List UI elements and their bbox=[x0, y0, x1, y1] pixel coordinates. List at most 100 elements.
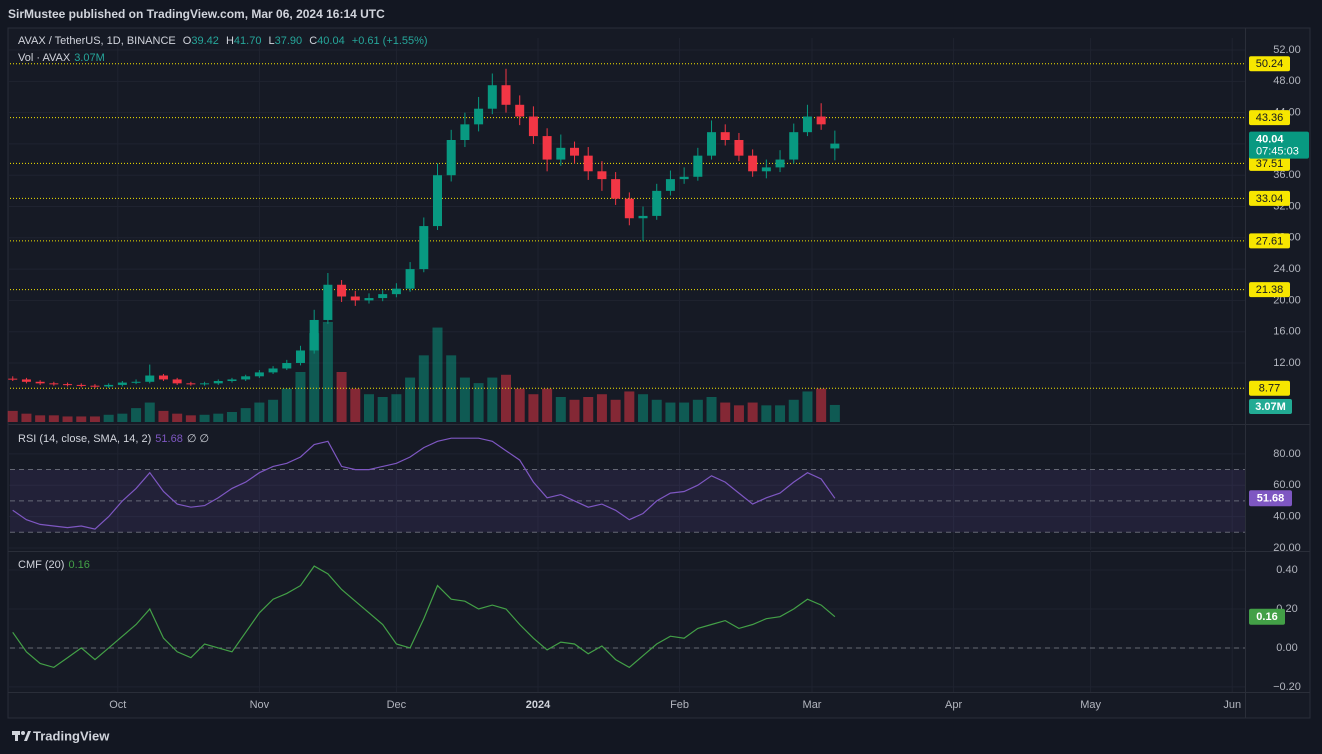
candle-body bbox=[542, 136, 552, 160]
candle-body bbox=[241, 376, 251, 380]
candle-body bbox=[652, 190, 662, 216]
candle-body bbox=[830, 143, 840, 149]
volume-bar bbox=[254, 402, 265, 422]
level-badge bbox=[1249, 380, 1290, 396]
y-tick-label: 16.00 bbox=[1273, 326, 1301, 338]
volume-bar bbox=[514, 388, 525, 422]
volume-bar bbox=[432, 327, 443, 422]
candle-body bbox=[158, 375, 168, 380]
candle-body bbox=[49, 383, 59, 385]
candle-body bbox=[145, 375, 155, 382]
volume-bar bbox=[158, 410, 169, 422]
symbol: AVAX / TetherUS, 1D, BINANCE bbox=[18, 35, 176, 47]
volume-badge-label: 3.07M bbox=[1255, 401, 1286, 413]
volume-legend: Vol · AVAX 3.07M bbox=[18, 52, 109, 64]
volume-bar bbox=[268, 399, 279, 422]
volume-bar bbox=[720, 402, 731, 422]
candle-body bbox=[761, 167, 771, 172]
volume-bar bbox=[596, 394, 607, 422]
candle-body bbox=[186, 383, 196, 385]
y-tick-label: 52.00 bbox=[1273, 44, 1301, 56]
change: +0.61 (+1.55%) bbox=[351, 35, 428, 47]
candle-body bbox=[295, 350, 305, 364]
candle-body bbox=[268, 368, 278, 373]
cmf-badge bbox=[1249, 608, 1285, 625]
rsi-band bbox=[10, 469, 1245, 533]
candle-body bbox=[528, 116, 538, 137]
candle-body bbox=[200, 383, 210, 385]
candle-body bbox=[419, 226, 429, 270]
candle-body bbox=[391, 288, 401, 295]
candle-body bbox=[665, 179, 675, 191]
rsi-extra: ∅ ∅ bbox=[186, 433, 210, 445]
candle-body bbox=[76, 384, 86, 386]
volume-bar bbox=[583, 397, 594, 422]
x-tick-label: Jun bbox=[1223, 699, 1241, 711]
level-badge bbox=[1249, 56, 1290, 72]
volume-bar bbox=[281, 388, 292, 422]
volume-bar bbox=[7, 410, 18, 422]
ohlc-letter: O bbox=[182, 35, 192, 47]
volume-bar bbox=[555, 397, 566, 422]
candle-body bbox=[364, 298, 374, 301]
candle-body bbox=[63, 384, 73, 386]
y-tick-label: −0.20 bbox=[1273, 681, 1301, 693]
volume-bar bbox=[144, 402, 155, 422]
candle-body bbox=[117, 382, 127, 385]
candle-body bbox=[474, 108, 484, 125]
volume-bar bbox=[788, 399, 799, 422]
cmf-badge-label: 0.16 bbox=[1256, 611, 1277, 623]
x-tick-label: May bbox=[1080, 699, 1101, 711]
volume-bar bbox=[295, 372, 306, 422]
ohlc-value: 37.90 bbox=[274, 35, 303, 47]
volume-bar bbox=[35, 415, 46, 422]
candle-body bbox=[35, 381, 45, 384]
candle-body bbox=[254, 372, 264, 377]
volume-bar bbox=[213, 413, 224, 422]
chart-frame bbox=[7, 27, 1311, 719]
candle-body bbox=[789, 132, 799, 160]
x-tick-label: Dec bbox=[387, 699, 407, 711]
y-tick-label: 12.00 bbox=[1273, 357, 1301, 369]
ohlc-value: 41.70 bbox=[233, 35, 262, 47]
candle-body bbox=[104, 384, 114, 387]
rsi-line bbox=[12, 437, 836, 530]
candle-body bbox=[707, 132, 717, 156]
level-badge bbox=[1249, 110, 1290, 126]
countdown: 07:45:03 bbox=[1256, 146, 1299, 158]
volume-bar bbox=[21, 413, 32, 422]
x-tick-label: Feb bbox=[670, 699, 689, 711]
volume-bar bbox=[363, 394, 374, 422]
volume-bar bbox=[322, 322, 333, 422]
volume-bar bbox=[336, 372, 347, 422]
price-label: 40.04 bbox=[1256, 134, 1284, 146]
y-tick-label: 40.00 bbox=[1273, 511, 1301, 523]
volume-bar bbox=[610, 399, 621, 422]
volume-bar bbox=[185, 415, 196, 422]
candle-body bbox=[172, 379, 182, 384]
volume-bar bbox=[528, 394, 539, 422]
rsi-badge-label: 51.68 bbox=[1257, 493, 1285, 505]
level-badge bbox=[1249, 155, 1290, 171]
candle-body bbox=[282, 363, 292, 369]
y-tick-label: 20.00 bbox=[1273, 542, 1301, 554]
volume-bar bbox=[62, 416, 73, 422]
volume-bar bbox=[665, 402, 676, 422]
y-tick-label: 24.00 bbox=[1273, 263, 1301, 275]
candle-body bbox=[597, 171, 607, 180]
candle-body bbox=[227, 379, 237, 381]
candle-body bbox=[802, 116, 812, 133]
volume-bar bbox=[226, 412, 237, 422]
candle-body bbox=[624, 198, 634, 219]
published-line: SirMustee published on TradingView.com, … bbox=[8, 7, 385, 21]
x-tick-label: Oct bbox=[109, 699, 126, 711]
candle-body bbox=[350, 296, 360, 301]
symbol-line: AVAX / TetherUS, 1D, BINANCE O39.42 H41.… bbox=[18, 35, 432, 47]
y-tick-label: 36.00 bbox=[1273, 169, 1301, 181]
level-label: 33.04 bbox=[1256, 193, 1284, 205]
volume-bar bbox=[733, 405, 744, 422]
x-tick-label: Mar bbox=[803, 699, 822, 711]
volume-bar bbox=[747, 402, 758, 422]
